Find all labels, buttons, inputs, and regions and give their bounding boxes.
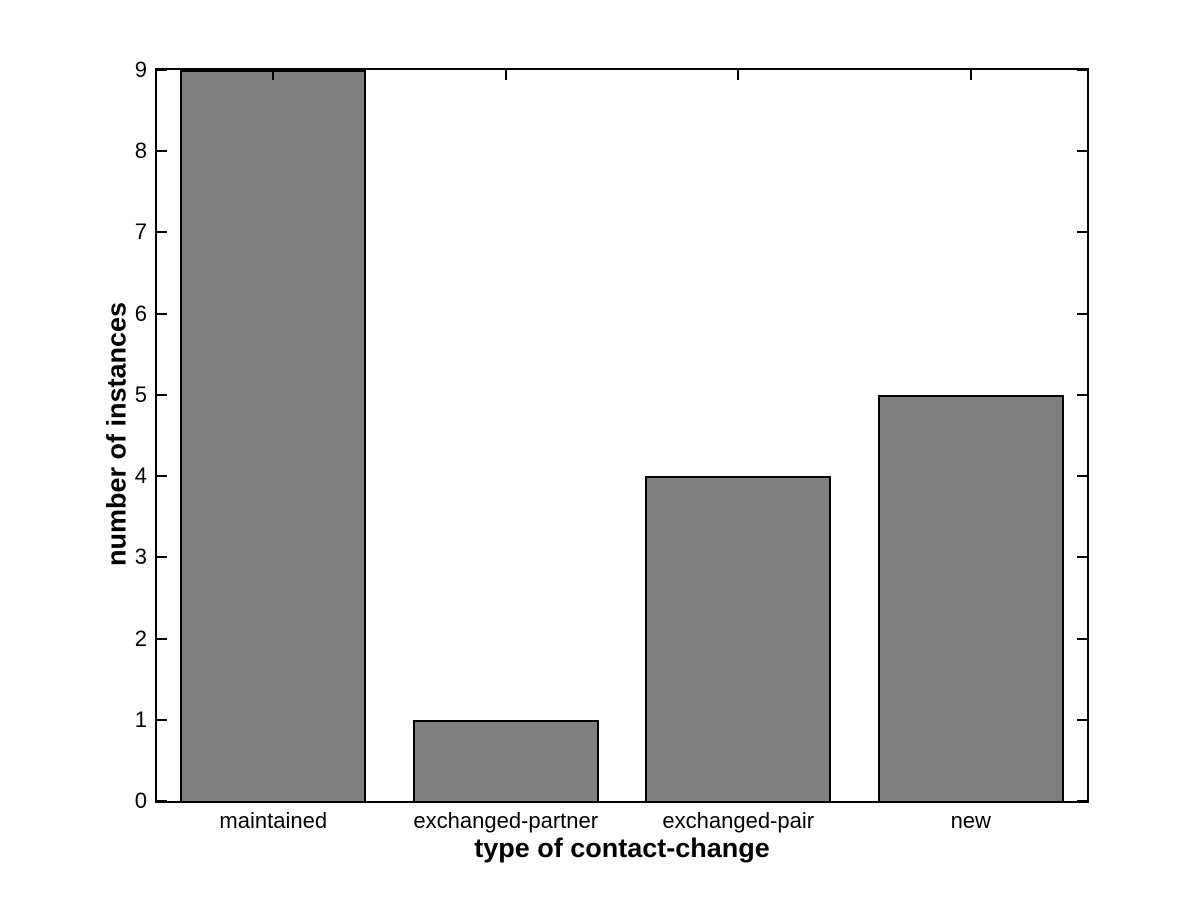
x-tick-label: maintained: [219, 808, 328, 833]
x-tick-mark: [737, 70, 740, 80]
x-axis-label: type of contact-change: [474, 833, 770, 863]
y-tick-label: 3: [134, 544, 147, 570]
x-tick-label: exchanged-partner: [413, 808, 599, 833]
y-tick-label: 1: [134, 706, 147, 732]
y-tick-mark: [1077, 800, 1087, 802]
bar-exchanged-partner: [412, 719, 599, 801]
y-tick-label: 7: [134, 219, 147, 245]
y-tick-mark: [157, 475, 167, 478]
x-tick-label: exchanged-pair: [662, 808, 815, 833]
x-tick-mark: [272, 70, 275, 80]
y-tick-label: 9: [134, 57, 147, 82]
y-tick-mark: [1077, 150, 1087, 153]
y-tick-mark: [157, 718, 167, 721]
x-tick-label: new: [950, 808, 991, 833]
y-tick-mark: [1077, 231, 1087, 234]
y-tick-label: 6: [134, 300, 147, 326]
y-tick-mark: [157, 800, 167, 802]
y-tick-mark: [1077, 718, 1087, 721]
y-tick-mark: [1077, 312, 1087, 315]
y-tick-label: 2: [134, 625, 147, 651]
y-tick-label: 0: [134, 788, 147, 813]
y-tick-mark: [157, 150, 167, 153]
y-tick-mark: [1077, 475, 1087, 478]
x-tick-mark: [504, 70, 507, 80]
y-axis-label-text: number of instances: [101, 301, 132, 567]
y-tick-mark: [1077, 393, 1087, 396]
y-tick-mark: [157, 556, 167, 559]
y-tick-mark: [157, 69, 167, 71]
y-tick-mark: [1077, 637, 1087, 640]
y-tick-label: 4: [134, 463, 147, 489]
plot-inner: [157, 69, 1087, 802]
y-tick-label: 8: [134, 138, 147, 164]
y-tick-mark: [157, 637, 167, 640]
y-tick-mark: [157, 231, 167, 234]
y-tick-mark: [1077, 69, 1087, 71]
x-tick-mark: [969, 70, 972, 80]
y-tick-label: 5: [134, 381, 147, 407]
y-tick-mark: [157, 312, 167, 315]
y-tick-mark: [1077, 556, 1087, 559]
bar-maintained: [180, 70, 367, 801]
plot-area: [155, 68, 1089, 803]
bar-exchanged-pair: [645, 476, 832, 801]
bar-new: [877, 394, 1064, 801]
y-tick-mark: [157, 393, 167, 396]
